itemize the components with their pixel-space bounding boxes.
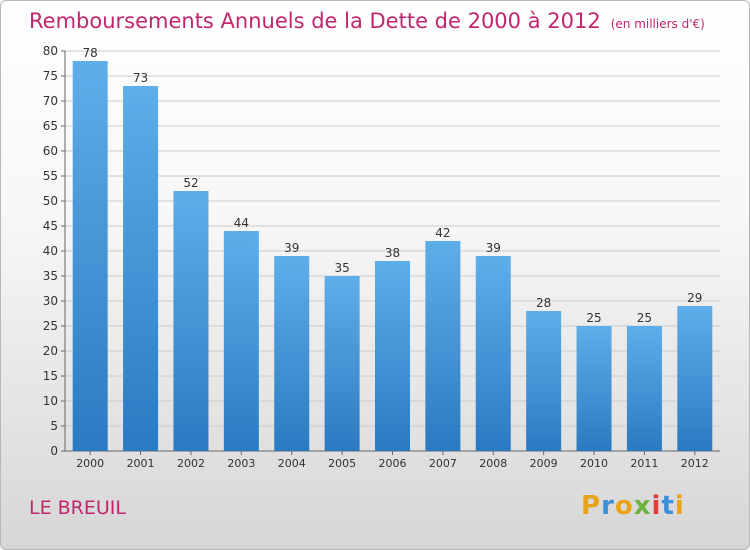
y-tick-label: 20 bbox=[43, 344, 58, 358]
y-tick-label: 50 bbox=[43, 194, 58, 208]
x-tick-label: 2005 bbox=[328, 457, 356, 470]
labels: 0 5 10 15 20 25 30 35 40 45 50 55 60 65 70 75 80 78 2000 73… bbox=[43, 44, 709, 470]
bar-value-label: 25 bbox=[637, 311, 652, 325]
bar bbox=[223, 231, 259, 451]
bar-value-label: 39 bbox=[284, 241, 299, 255]
y-tick-label: 40 bbox=[43, 244, 58, 258]
logo-letter: i bbox=[674, 491, 685, 521]
bar bbox=[626, 326, 662, 451]
proxiti-logo[interactable]: Proxiti bbox=[581, 491, 685, 521]
bar-value-label: 35 bbox=[334, 261, 349, 275]
bar bbox=[375, 261, 410, 451]
x-tick-label: 2007 bbox=[429, 457, 457, 470]
y-tick-label: 35 bbox=[43, 269, 58, 283]
y-tick-label: 10 bbox=[43, 394, 58, 408]
y-tick-label: 30 bbox=[43, 294, 58, 308]
x-tick-label: 2002 bbox=[177, 457, 205, 470]
bar bbox=[576, 326, 612, 451]
y-tick-label: 80 bbox=[43, 44, 58, 58]
chart-subtitle: (en milliers d'€) bbox=[610, 17, 705, 31]
bar bbox=[425, 241, 461, 451]
bar bbox=[173, 191, 209, 451]
x-tick-label: 2012 bbox=[681, 457, 709, 470]
x-tick-label: 2006 bbox=[379, 457, 407, 470]
bar-value-label: 25 bbox=[586, 311, 601, 325]
x-tick-label: 2010 bbox=[580, 457, 608, 470]
y-tick-label: 75 bbox=[43, 69, 58, 83]
bar-value-label: 28 bbox=[536, 296, 551, 310]
logo-letter: i bbox=[651, 491, 662, 521]
y-tick-label: 60 bbox=[43, 144, 58, 158]
bar bbox=[526, 311, 562, 451]
logo-letter: r bbox=[601, 491, 615, 521]
logo-letter: x bbox=[633, 491, 652, 521]
bar bbox=[677, 306, 713, 451]
bar-value-label: 44 bbox=[234, 216, 249, 230]
chart-title-text: Remboursements Annuels de la Dette de 20… bbox=[29, 9, 601, 33]
x-tick-label: 2001 bbox=[127, 457, 155, 470]
x-tick-label: 2009 bbox=[530, 457, 558, 470]
x-tick-label: 2003 bbox=[227, 457, 255, 470]
x-tick-label: 2011 bbox=[630, 457, 658, 470]
y-tick-label: 70 bbox=[43, 94, 58, 108]
bar-value-label: 42 bbox=[435, 226, 450, 240]
bar bbox=[475, 256, 511, 451]
y-tick-label: 5 bbox=[50, 419, 58, 433]
bar-value-label: 29 bbox=[687, 291, 702, 305]
bar-value-label: 39 bbox=[486, 241, 501, 255]
y-tick-label: 65 bbox=[43, 119, 58, 133]
y-tick-label: 45 bbox=[43, 219, 58, 233]
bar bbox=[72, 61, 108, 451]
y-tick-label: 55 bbox=[43, 169, 58, 183]
logo-letter: t bbox=[661, 491, 675, 521]
bars bbox=[72, 61, 713, 451]
bar-value-label: 52 bbox=[183, 176, 198, 190]
chart-title: Remboursements Annuels de la Dette de 20… bbox=[29, 9, 705, 33]
x-tick-label: 2000 bbox=[76, 457, 104, 470]
x-tick-label: 2004 bbox=[278, 457, 306, 470]
bar-value-label: 38 bbox=[385, 246, 400, 260]
bar-value-label: 78 bbox=[83, 46, 98, 60]
bar bbox=[324, 276, 360, 451]
y-tick-label: 15 bbox=[43, 369, 58, 383]
x-tick-label: 2008 bbox=[479, 457, 507, 470]
bar-value-label: 73 bbox=[133, 71, 148, 85]
bar bbox=[274, 256, 310, 451]
y-tick-label: 0 bbox=[50, 444, 58, 458]
y-tick-label: 25 bbox=[43, 319, 58, 333]
logo-letter: P bbox=[581, 491, 602, 521]
city-name: LE BREUIL bbox=[29, 497, 126, 519]
bar bbox=[123, 86, 159, 451]
logo-letter: o bbox=[614, 491, 634, 521]
